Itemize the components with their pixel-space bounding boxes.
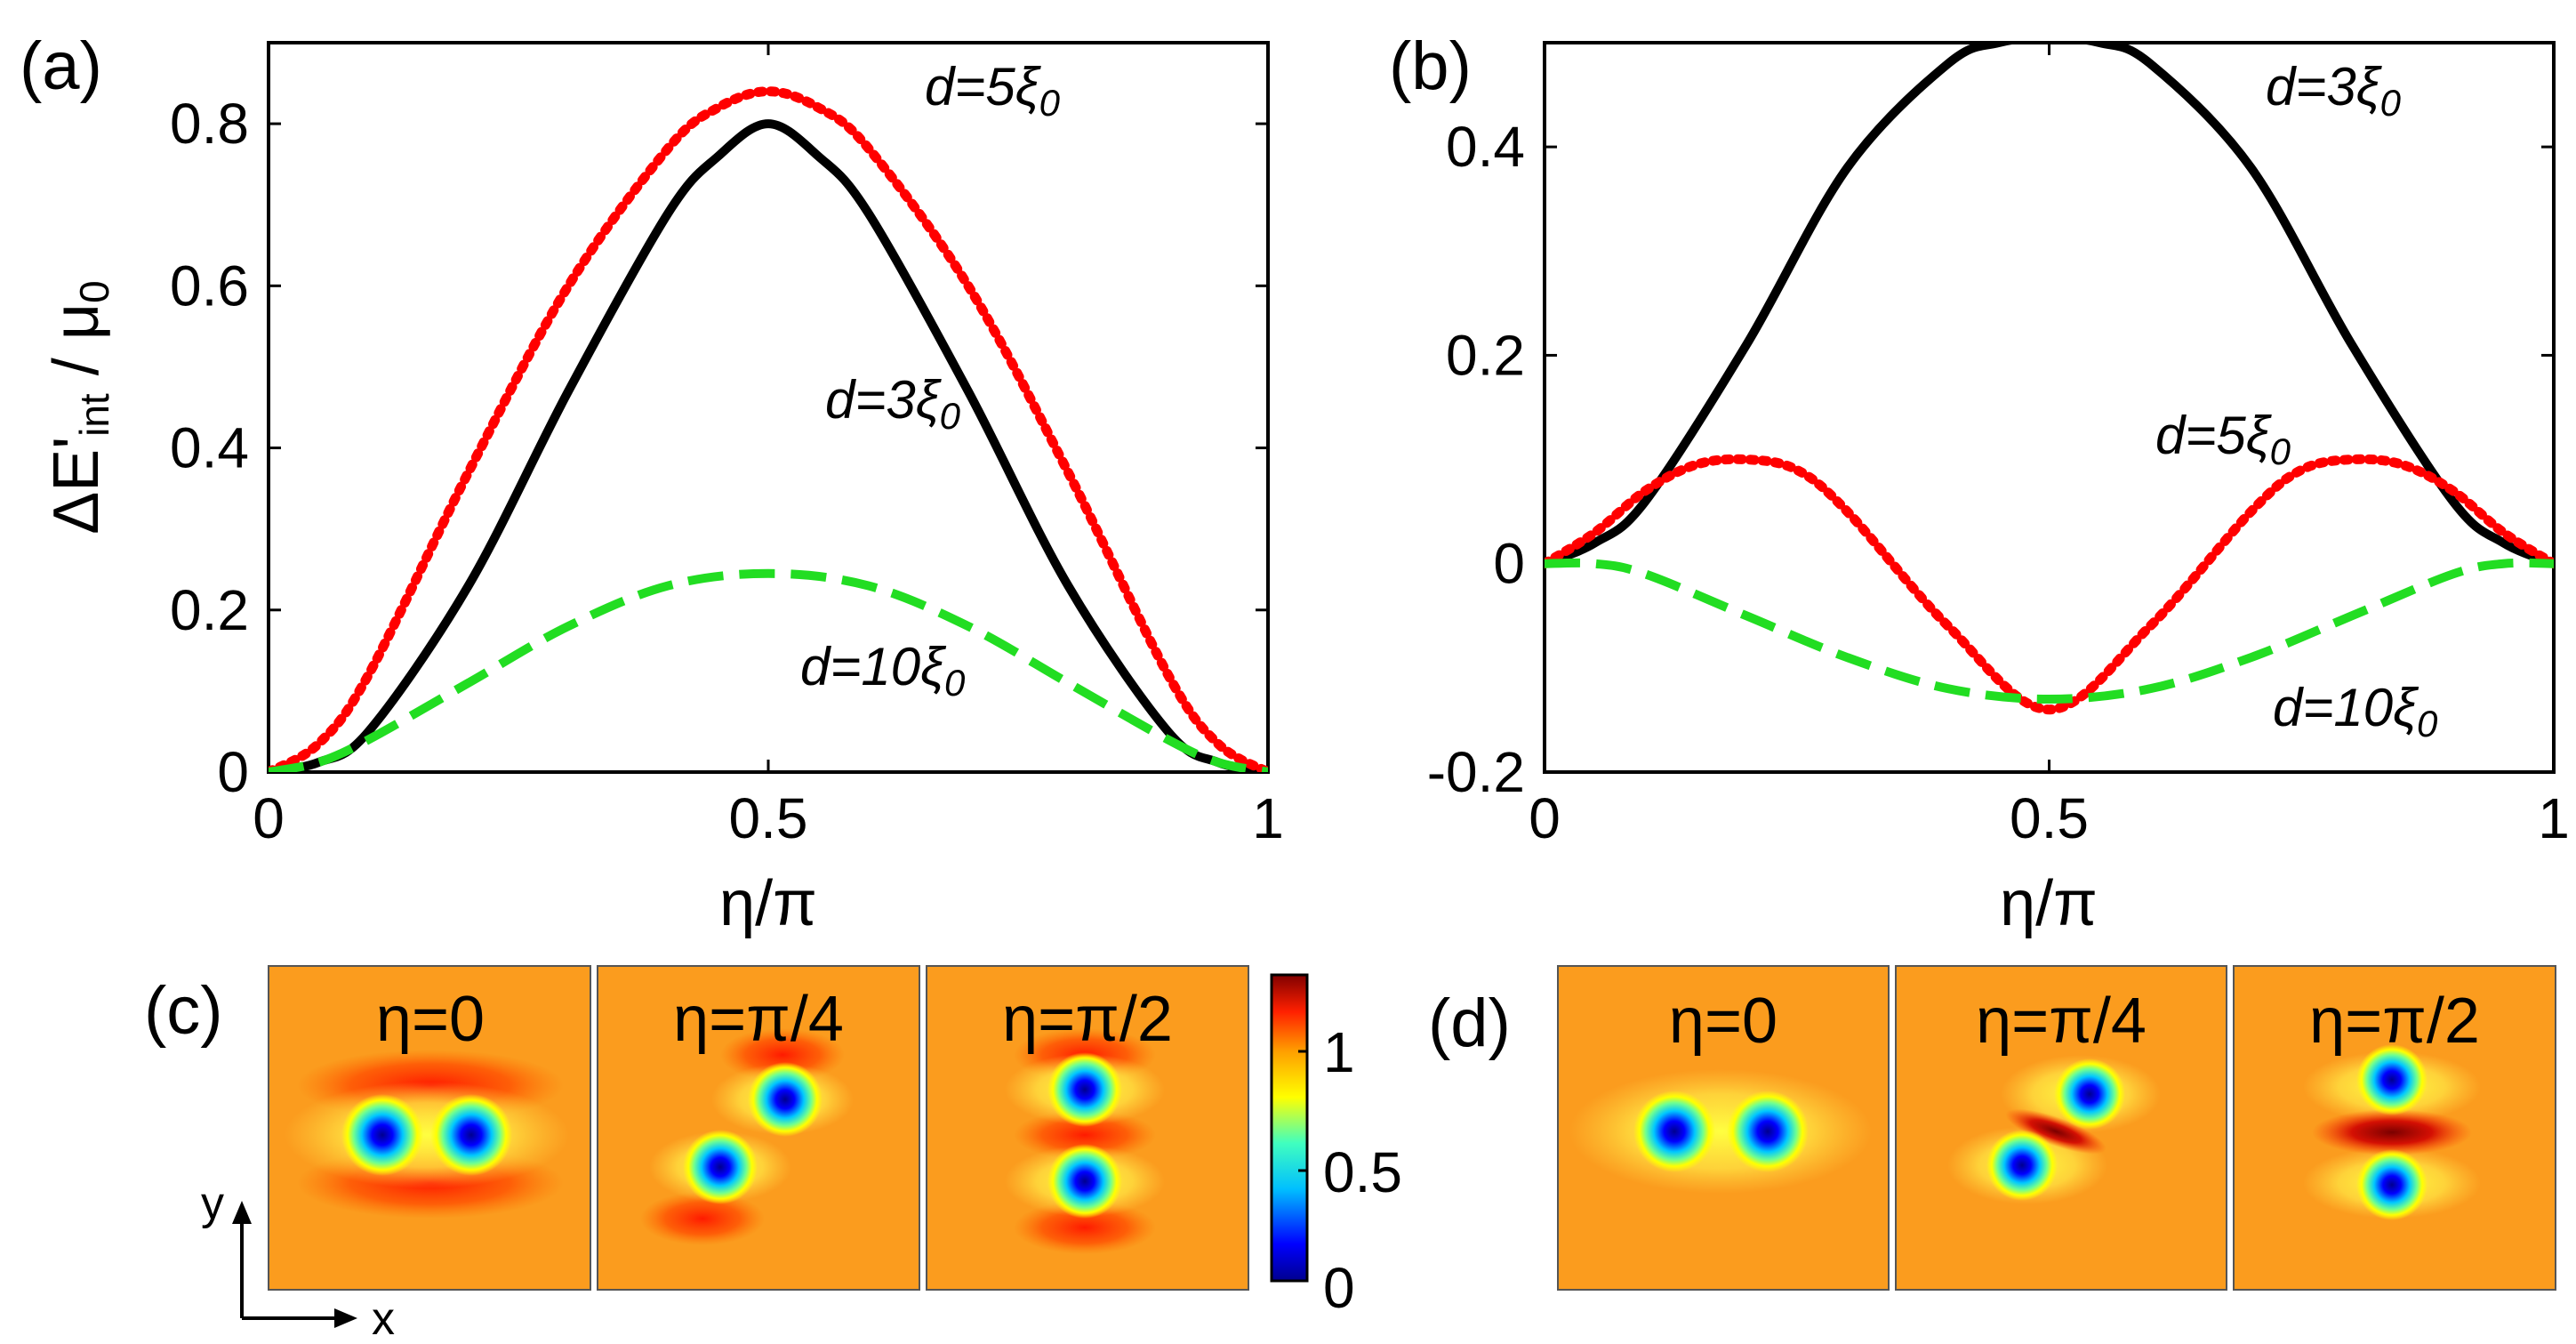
panel-b-series-dotted: [1545, 454, 2554, 715]
x-axis-label: x: [372, 1293, 395, 1344]
panel-a-xtick-label: 1: [1252, 786, 1284, 850]
density-lobe: [1014, 1110, 1156, 1160]
vortex-core: [2054, 1058, 2125, 1130]
heatmap-d3-frame: [2233, 965, 2556, 1291]
panel-b-xlabel: η/π: [2000, 868, 2098, 939]
colorbar-tick-label: 0: [1323, 1256, 1355, 1320]
panel-d-label: (d): [1428, 986, 1511, 1061]
heatmap-d1-title: η=0: [1669, 986, 1778, 1057]
panel-a-series-dashed: [269, 568, 1268, 772]
density-lobe: [640, 1192, 765, 1245]
heatmap-c1-title: η=0: [376, 984, 485, 1055]
panel-b-xtick-label: 0.5: [2010, 786, 2089, 850]
panel-b-ytick-label: 0.2: [1446, 323, 1525, 387]
panel-b-series-dashed: [1545, 558, 2554, 704]
heatmap-c1-frame: [268, 965, 591, 1291]
panel-a-ytick-label: 0.8: [170, 92, 249, 156]
vortex-core: [1727, 1090, 1809, 1172]
vortex-core: [1047, 1144, 1122, 1219]
heatmap-c-eta-0: η=0: [268, 965, 591, 1291]
xy-axes-indicator: y x: [201, 1178, 395, 1344]
panel-a-ylabel: ΔE'int / μ0: [41, 280, 117, 535]
colorbar-tick-label: 1: [1323, 1020, 1355, 1084]
heatmap-c3-title: η=π/2: [1002, 984, 1173, 1055]
panel-a-ytick-label: 0: [217, 740, 249, 804]
panel-b-annotation-d10: d=10ξ0: [2273, 678, 2438, 744]
panel-c-heatmaps: (c) η=0 η=π/4: [144, 965, 1402, 1344]
panel-a-annotation-d10: d=10ξ0: [800, 637, 966, 704]
panel-b-ytick-label: -0.2: [1427, 740, 1525, 804]
vortex-core: [683, 1130, 758, 1204]
density-lobe: [2005, 1108, 2107, 1155]
panel-a-xlabel: η/π: [719, 868, 817, 939]
panel-b-frame: [1543, 41, 2556, 774]
heatmap-c-eta-pi4: η=π/4: [597, 965, 920, 1291]
density-lobe: [2312, 1109, 2472, 1155]
vortex-core: [341, 1094, 423, 1176]
vortex-core: [1633, 1090, 1715, 1172]
panel-a-ytick-label: 0.4: [170, 416, 249, 480]
heatmap-d-eta-pi4: η=π/4: [1895, 965, 2227, 1291]
panel-b-label: (b): [1389, 28, 1472, 104]
y-axis-label: y: [201, 1178, 224, 1229]
vortex-core: [1047, 1052, 1122, 1127]
panel-d-heatmaps: (d) η=0 η=π/4: [1428, 965, 2556, 1291]
colorbar-tick-label: 0.5: [1323, 1140, 1402, 1204]
panel-b-chart: (b) 0 0.5 1-0.200.20.4 η/π d=3ξ0 d=5ξ0 d=1…: [1389, 28, 2570, 939]
heatmap-c2-frame: [597, 965, 920, 1291]
panel-a-series-solid: [269, 119, 1268, 772]
heatmap-d2-title: η=π/4: [1976, 986, 2147, 1057]
x-arrow-head: [334, 1308, 357, 1328]
panel-b-series-solid: [1545, 43, 2554, 568]
vortex-core: [2356, 1149, 2428, 1220]
heatmap-d1-frame: [1557, 965, 1890, 1291]
panel-b-xtick-label: 0: [1529, 786, 1561, 850]
panel-b-xtick-label: 1: [2538, 786, 2570, 850]
panel-a-xtick-label: 0.5: [729, 786, 808, 850]
heatmap-d3-title: η=π/2: [2309, 986, 2480, 1057]
colorbar-gradient: [1270, 973, 1309, 1283]
panel-c-label: (c): [144, 973, 223, 1049]
density-lobe: [1014, 1201, 1156, 1254]
panel-b-ytick-label: 0.4: [1446, 115, 1525, 179]
heatmap-c-eta-pi2: η=π/2: [926, 965, 1249, 1291]
panel-a-annotation-d5: d=5ξ0: [925, 57, 1061, 124]
heatmap-c2-title: η=π/4: [673, 984, 844, 1055]
vortex-core: [748, 1062, 823, 1137]
vortex-core: [1986, 1130, 2058, 1201]
panel-a-label: (a): [20, 28, 102, 104]
panel-a-xtick-label: 0: [253, 786, 285, 850]
panel-b-ytick-label: 0: [1493, 532, 1525, 596]
vortex-core: [430, 1094, 512, 1176]
heatmap-d-eta-0: η=0: [1557, 965, 1890, 1291]
density-halo: [1569, 1069, 1872, 1194]
panel-a-annotation-d3: d=3ξ0: [825, 370, 961, 437]
density-halo: [285, 1082, 569, 1188]
heatmap-d-eta-pi2: η=π/2: [2233, 965, 2556, 1291]
panel-a-ytick-label: 0.6: [170, 254, 249, 318]
vortex-core: [2356, 1044, 2428, 1115]
heatmap-c3-frame: [926, 965, 1249, 1291]
panel-b-annotation-d5: d=5ξ0: [2155, 406, 2291, 472]
panel-b-annotation-d3: d=3ξ0: [2266, 57, 2402, 124]
panel-a-ytick-label: 0.2: [170, 578, 249, 642]
panel-a-chart: (a) 0 0.5 1 0 0.2 0.4 0.6 0.8 η/π ΔE'int / μ0 d…: [20, 28, 1284, 939]
y-arrow-head: [232, 1201, 252, 1224]
colorbar: 1 0.5 0: [1270, 973, 1402, 1320]
heatmap-d2-frame: [1895, 965, 2227, 1291]
panel-a-series-dotted: [269, 86, 1268, 772]
